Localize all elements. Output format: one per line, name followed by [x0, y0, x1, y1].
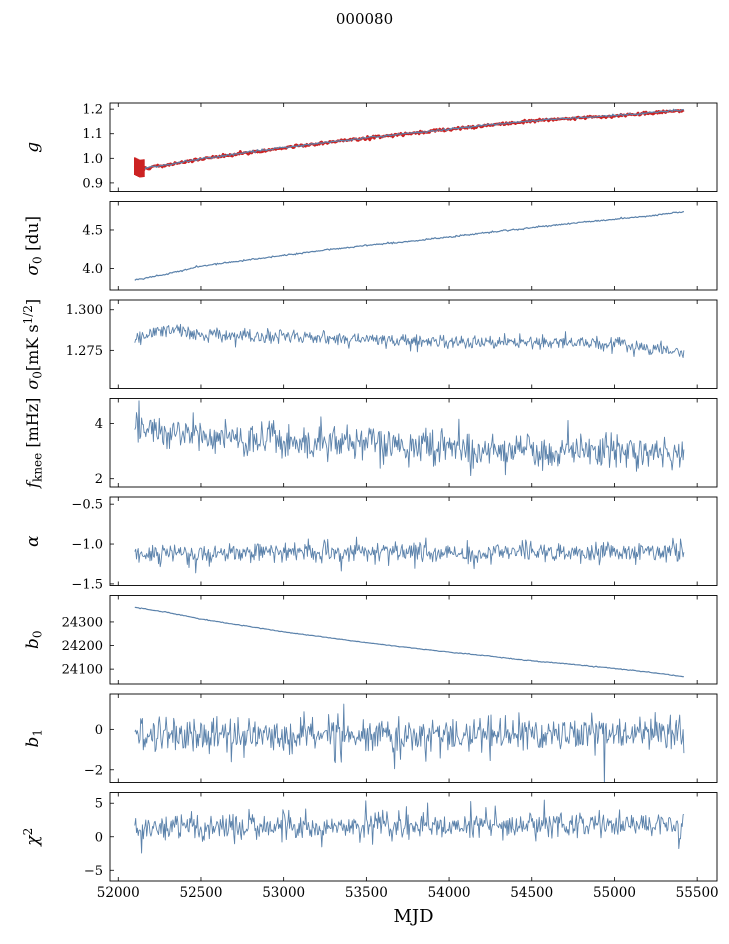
y-axis-label: σ0[mK s1/2] [21, 299, 45, 390]
x-tick-label: 52000 [97, 885, 140, 901]
y-tick-label: 24300 [62, 615, 103, 630]
panel-series-group [134, 323, 685, 359]
panel-series-group [134, 536, 685, 574]
y-axis-label: fknee [mHz] [23, 398, 45, 489]
x-tick-label: 52500 [179, 885, 222, 901]
y-tick-label: 1.0 [82, 152, 103, 167]
series-line-chi2 [134, 799, 685, 854]
y-axis-label: α [23, 535, 43, 547]
y-tick-label: 0 [95, 830, 103, 845]
series-line-g-fit-red [133, 108, 685, 171]
y-tick-label: 1.1 [82, 127, 103, 142]
y-tick-label: −1.0 [71, 538, 103, 553]
series-line-sigma0-mK [134, 323, 685, 359]
panel-border [109, 693, 718, 783]
y-tick-label: 4 [95, 417, 103, 432]
panel-series-group [134, 400, 685, 477]
panel-series-group [134, 703, 685, 783]
y-tick-label: 24200 [62, 639, 103, 654]
y-tick-label: 24100 [62, 663, 103, 678]
panel-border [109, 595, 718, 685]
panel-series-group [134, 606, 684, 678]
chart-title: 000080 [335, 10, 394, 28]
y-axis-label: χ2 [21, 828, 43, 847]
series-line-fknee [134, 400, 685, 477]
y-tick-label: −0.5 [71, 498, 103, 513]
series-line-alpha [134, 536, 685, 574]
y-tick-label: −5 [84, 864, 103, 879]
y-tick-label: 1.275 [66, 344, 103, 359]
panel-series-group [134, 799, 685, 854]
panel-series-group [134, 210, 685, 281]
y-axis-label: g [23, 142, 43, 153]
panel-border [109, 792, 718, 882]
series-line-g-blue [134, 108, 685, 170]
y-tick-label: −2 [84, 763, 103, 778]
y-tick-label: 5 [95, 797, 103, 812]
y-tick-label: 0 [95, 723, 103, 738]
y-tick-label: 1.2 [82, 103, 103, 118]
x-tick-label: 55500 [676, 885, 719, 901]
panel-border [109, 398, 718, 488]
y-tick-label: 1.300 [66, 303, 103, 318]
x-tick-label: 53500 [345, 885, 388, 901]
x-tick-label: 54500 [510, 885, 553, 901]
x-tick-label: 53000 [262, 885, 305, 901]
series-line-b1 [134, 703, 685, 783]
y-tick-label: 4.5 [82, 223, 103, 238]
y-tick-label: 4.0 [82, 262, 103, 277]
y-tick-label: −1.5 [71, 577, 103, 592]
y-tick-label: 0.9 [82, 176, 103, 191]
panel-border [109, 299, 718, 389]
panel-border [109, 201, 718, 291]
panel-border [109, 496, 718, 586]
panel-border [109, 102, 718, 192]
x-tick-label: 54000 [428, 885, 471, 901]
y-axis-label: σ0 [du] [23, 216, 45, 276]
x-tick-label: 55000 [593, 885, 636, 901]
y-tick-label: 2 [95, 472, 103, 487]
x-axis-label: MJD [393, 906, 433, 927]
y-axis-label: b0 [23, 630, 45, 649]
series-line-sigma0-du [134, 210, 685, 281]
series-line-b0 [134, 606, 684, 678]
panel-series-group [133, 108, 685, 178]
y-axis-label: b1 [23, 729, 45, 748]
